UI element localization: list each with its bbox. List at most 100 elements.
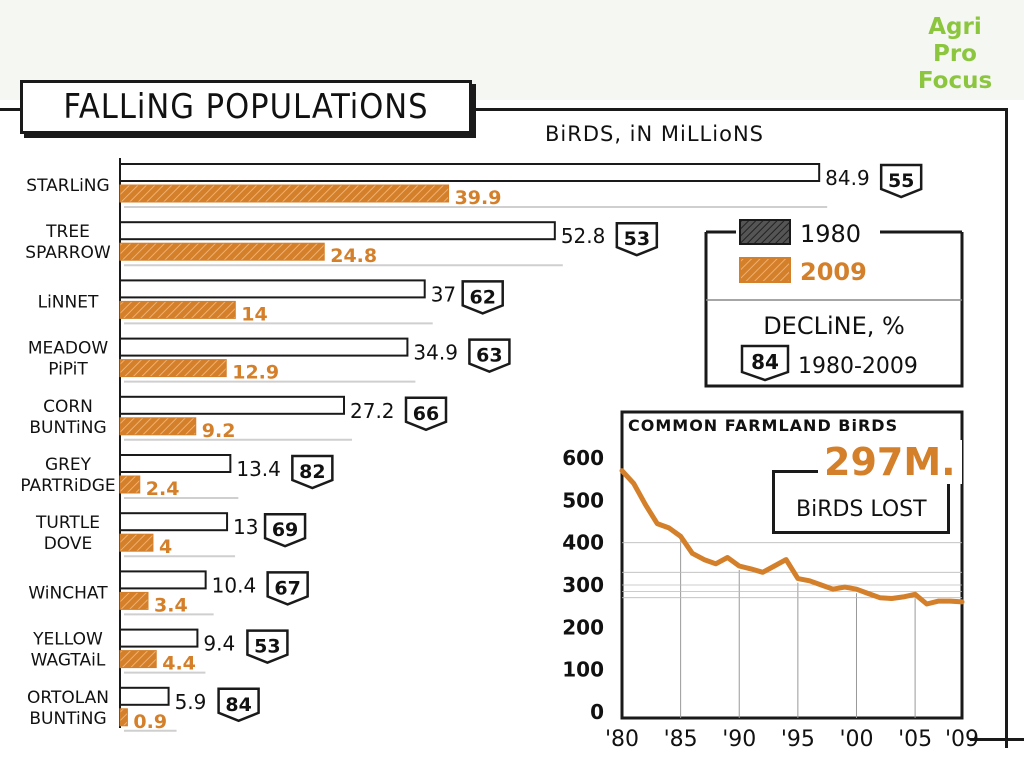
decline-badge-value: 55 xyxy=(888,170,914,192)
line-chart-x-tick: '95 xyxy=(781,727,815,752)
legend-decline-badge xyxy=(740,344,790,382)
category-label: LiNNET xyxy=(38,292,99,312)
bar-1980 xyxy=(119,454,232,473)
line-chart-y-tick: 100 xyxy=(562,658,604,682)
line-chart-x-tick: '80 xyxy=(605,727,639,752)
line-chart: '80 '85 '90 '95 '00 '05 '09 600 500 400 300 200 100 0 xyxy=(562,410,979,752)
logo-line-3: Focus xyxy=(917,68,993,94)
category-label: PiPiT xyxy=(48,360,88,380)
value-label-2009: 2.4 xyxy=(146,478,180,500)
category-label: SPARROW xyxy=(25,243,111,263)
decline-badge-value: 82 xyxy=(299,461,325,483)
value-label-2009: 4 xyxy=(159,536,172,558)
decline-badge xyxy=(615,221,659,257)
category-label: PARTRiDGE xyxy=(20,476,115,496)
logo-line-1: Agri xyxy=(928,14,982,40)
line-chart-y-tick: 600 xyxy=(562,446,604,470)
bar-2009 xyxy=(119,591,149,610)
bar-1980 xyxy=(119,395,345,415)
bar-2009 xyxy=(119,359,227,378)
legend: 1980 2009 DECLiNE, % 84 1980-2009 xyxy=(704,219,964,388)
decline-badge xyxy=(468,338,511,373)
decline-badge xyxy=(461,280,504,315)
value-label-2009: 4.4 xyxy=(162,653,196,675)
bar-2009 xyxy=(119,300,236,319)
line-chart-series xyxy=(619,468,965,607)
value-label-2009: 12.9 xyxy=(232,362,279,384)
decline-badge xyxy=(879,163,923,199)
value-label-2009: 14 xyxy=(241,303,267,325)
frame-bottom-rule xyxy=(970,738,1024,741)
category-label: MEADOW xyxy=(28,339,109,359)
bar-2009 xyxy=(119,242,325,261)
agri-pro-focus-logo: Agri Pro Focus xyxy=(900,14,1010,95)
birds-lost-value: 297M. xyxy=(818,440,962,484)
value-label-2009: 24.8 xyxy=(330,245,377,267)
decline-badge-value: 53 xyxy=(254,636,280,658)
decline-badge-value: 84 xyxy=(225,694,251,716)
line-chart-y-tick: 400 xyxy=(562,531,604,555)
value-label-1980: 10.4 xyxy=(212,573,257,597)
legend-label-1980: 1980 xyxy=(800,220,861,248)
bar-1980 xyxy=(119,221,556,241)
category-label: GREY xyxy=(45,455,92,475)
line-chart-y-tick: 200 xyxy=(562,615,604,639)
bar-2009 xyxy=(119,417,197,436)
bar-1980 xyxy=(119,163,821,182)
line-chart-x-tick: '90 xyxy=(722,727,756,752)
line-chart-x-tick: '05 xyxy=(898,727,932,752)
birds-lost-label: BiRDS LOST xyxy=(796,497,927,522)
line-chart-y-tick: 0 xyxy=(590,700,604,724)
category-label: STARLiNG xyxy=(26,176,109,196)
line-chart-y-tick: 500 xyxy=(562,488,604,512)
decline-badge xyxy=(217,687,260,723)
legend-decline-badge-value: 84 xyxy=(751,350,779,374)
page-title: FALLiNG POPULATiONS xyxy=(63,87,429,127)
legend-decline-range: 1980-2009 xyxy=(798,354,918,379)
bar-2009 xyxy=(119,533,154,552)
legend-frame xyxy=(704,232,964,388)
legend-swatch-2009 xyxy=(739,257,791,283)
bar-2009 xyxy=(119,708,128,727)
line-chart-x-tick: '00 xyxy=(839,727,873,752)
legend-swatch-1980 xyxy=(739,219,791,245)
value-label-1980: 37 xyxy=(431,282,456,306)
decline-badge xyxy=(291,454,334,490)
legend-label-2009: 2009 xyxy=(800,258,867,286)
frame-top-rule xyxy=(0,108,1008,111)
decline-badge-value: 53 xyxy=(624,228,650,250)
bar-1980 xyxy=(119,279,426,299)
line-chart-x-tick: '09 xyxy=(945,727,979,752)
value-label-1980: 13 xyxy=(233,515,258,539)
value-label-1980: 34.9 xyxy=(413,341,458,365)
category-label: TURTLE xyxy=(35,513,100,533)
bar-2009 xyxy=(119,650,157,669)
decline-badge xyxy=(266,571,309,606)
title-box: FALLiNG POPULATiONS xyxy=(20,80,472,134)
bar-2009 xyxy=(119,184,450,203)
value-label-1980: 9.4 xyxy=(203,632,235,656)
decline-badge xyxy=(246,629,289,664)
decline-badge-value: 69 xyxy=(272,519,298,541)
value-label-2009: 3.4 xyxy=(154,594,188,616)
line-chart-x-tick: '85 xyxy=(664,727,698,752)
value-label-1980: 5.9 xyxy=(175,690,207,714)
bar-1980 xyxy=(119,686,170,706)
logo-line-2: Pro xyxy=(932,41,977,67)
category-label: CORN xyxy=(43,397,93,417)
line-chart-y-tick: 300 xyxy=(562,573,604,597)
category-label: WAGTAiL xyxy=(31,651,106,671)
value-label-1980: 27.2 xyxy=(350,399,395,423)
legend-decline-title: DECLiNE, % xyxy=(763,312,905,340)
bar-1980 xyxy=(119,628,199,648)
value-label-1980: 52.8 xyxy=(561,224,606,248)
decline-badge-value: 63 xyxy=(476,345,502,367)
category-label: YELLOW xyxy=(32,630,103,650)
decline-badge-value: 62 xyxy=(469,286,495,308)
bar-2009 xyxy=(119,475,141,494)
category-label: DOVE xyxy=(44,534,93,554)
bar-1980 xyxy=(119,337,409,357)
chart-subtitle: BiRDS, iN MiLLioNS xyxy=(545,122,764,146)
